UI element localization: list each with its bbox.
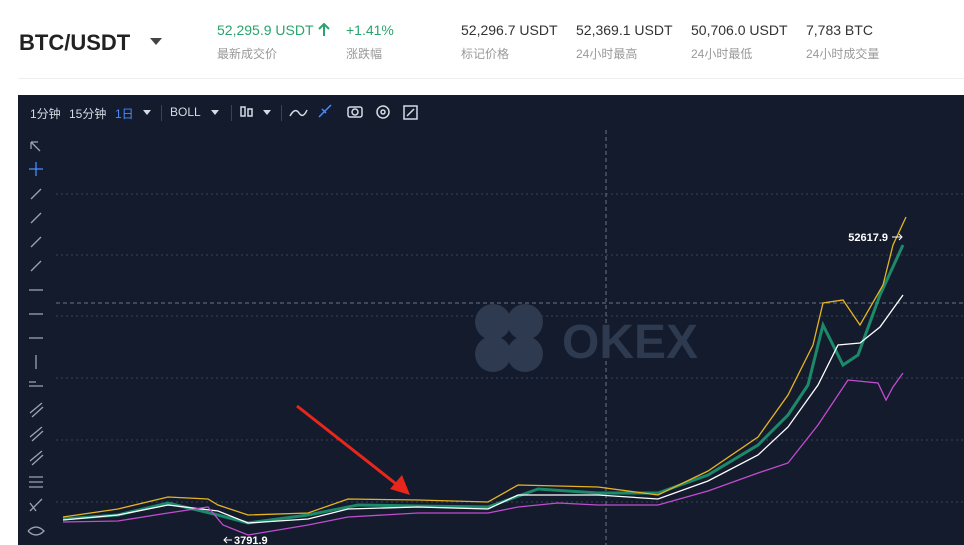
stat: 7,783 BTC 24小时成交量 — [806, 22, 879, 62]
indicator-button[interactable]: BOLL — [170, 105, 201, 119]
stat-value: 52,369.1 USDT — [576, 22, 673, 38]
interval-button[interactable]: 1日 — [115, 107, 134, 121]
toolbar-icons — [143, 104, 418, 121]
high-label: 52617.9 — [848, 232, 888, 244]
chart-canvas: OKEX 52617.9 3791.9 — [27, 104, 964, 545]
stat-value: 52,296.7 USDT — [461, 22, 558, 38]
low-label: 3791.9 — [234, 535, 268, 545]
high-arrow — [892, 233, 903, 241]
stat-label: 最新成交价 — [217, 47, 278, 61]
low-arrow — [223, 536, 232, 544]
drawing-tools — [27, 141, 45, 536]
stat-value: 52,295.9 USDT — [217, 22, 314, 38]
pair-dropdown[interactable] — [150, 38, 162, 46]
annotation-arrow-head — [390, 475, 410, 495]
stat-label: 24小时成交量 — [806, 47, 880, 61]
annotation-arrow — [296, 404, 401, 489]
stat-label: 涨跌幅 — [346, 47, 383, 61]
stat: +1.41% 涨跌幅 — [346, 22, 394, 62]
stat-label: 24小时最低 — [691, 47, 753, 61]
candles — [62, 244, 905, 525]
pair-title[interactable]: BTC/USDT — [19, 30, 131, 55]
stat-value: 7,783 BTC — [806, 22, 873, 38]
stat: 52,296.7 USDT 标记价格 — [461, 22, 558, 62]
stat-value: 50,706.0 USDT — [691, 22, 788, 38]
stat: 50,706.0 USDT 24小时最低 — [691, 22, 788, 62]
interval-button[interactable]: 1分钟 — [30, 107, 61, 121]
interval-button[interactable]: 15分钟 — [69, 107, 107, 121]
up-arrow — [318, 23, 330, 36]
separator — [18, 78, 964, 79]
watermark: OKEX — [562, 316, 698, 369]
stat: 52,295.9 USDT 最新成交价 — [217, 22, 314, 62]
stat-label: 24小时最高 — [576, 47, 638, 61]
stat: 52,369.1 USDT 24小时最高 — [576, 22, 673, 62]
grid — [56, 193, 964, 503]
middle-band — [62, 294, 904, 524]
watermark-logo — [475, 304, 543, 372]
stat-label: 标记价格 — [461, 47, 510, 61]
stat-value: +1.41% — [346, 22, 394, 38]
chart-panel: 1分钟 15分钟 1日 BOLL — [18, 95, 964, 545]
lower-band — [62, 372, 904, 536]
upper-band — [62, 216, 907, 518]
